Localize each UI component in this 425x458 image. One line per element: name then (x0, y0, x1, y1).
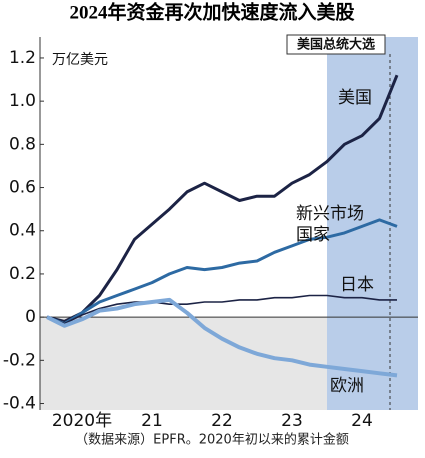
series-label: 欧洲 (330, 376, 364, 396)
series-label: 日本 (340, 275, 374, 295)
x-tick-label: 24 (351, 411, 373, 431)
y-tick-label: 1.2 (9, 48, 36, 68)
y-tick-label: 0.6 (9, 178, 36, 198)
chart-title: 2024年资金再次加快速度流入美股 (69, 0, 354, 23)
x-tick-label: 2020年 (52, 411, 112, 431)
y-tick-label: 0.4 (9, 221, 36, 241)
y-tick-label: 0.8 (9, 134, 36, 154)
series-line (46, 297, 398, 378)
x-tick-label: 22 (211, 411, 233, 431)
y-unit: 万亿美元 (52, 52, 108, 68)
x-tick-label: 23 (281, 411, 303, 431)
y-tick-label: 1.0 (9, 91, 36, 111)
y-tick-label: 0 (25, 307, 36, 327)
series-line (46, 294, 397, 325)
series-label: 新兴市场国家 (296, 204, 364, 245)
series-line (46, 218, 398, 326)
series-label: 美国 (338, 88, 372, 108)
y-tick-label: -0.2 (3, 350, 36, 370)
y-tick-label: -0.4 (3, 394, 36, 414)
y-tick-label: 0.2 (9, 264, 36, 284)
series-line (46, 74, 399, 323)
source-note: （数据来源）EPFR。2020年初以来的累计金额 (75, 432, 349, 448)
annotation-box (286, 34, 386, 55)
annotation-label: 美国总统大选 (297, 37, 375, 53)
x-tick-label: 21 (141, 411, 163, 431)
